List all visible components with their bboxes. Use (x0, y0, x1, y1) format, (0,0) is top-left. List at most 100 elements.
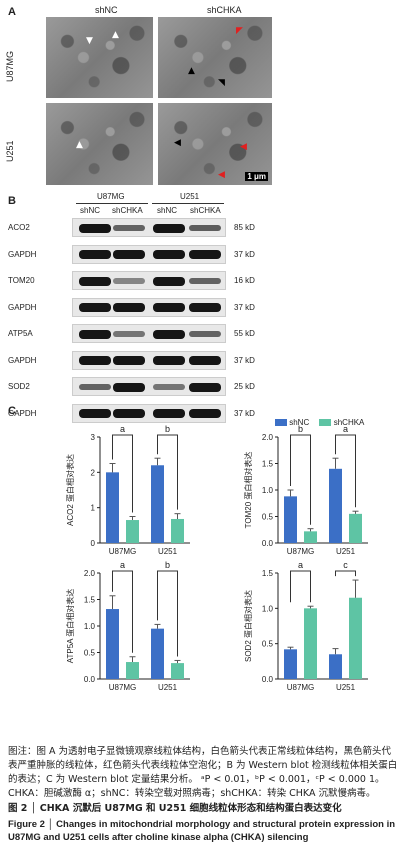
blot-band (113, 303, 145, 312)
white-arrow-icon: ▼ (86, 36, 93, 46)
y-tick-label: 1.0 (84, 622, 96, 631)
y-tick-label: 0.0 (262, 675, 274, 684)
blot-band (113, 409, 145, 418)
blot-protein-label: ACO2 (8, 223, 30, 232)
red-arrow-icon: ◀ (240, 142, 247, 152)
blot-strip (72, 350, 226, 370)
x-tick-label: U87MG (109, 683, 137, 692)
y-tick-label: 2.0 (262, 433, 274, 442)
significance-label: b (298, 425, 303, 434)
black-arrow-icon: ◀ (174, 138, 181, 148)
bar-shnc (151, 628, 164, 679)
blot-strip (72, 403, 226, 423)
blot-band (189, 382, 221, 392)
blot-band (79, 303, 111, 312)
bar-shnc (151, 465, 164, 543)
x-tick-label: U251 (336, 683, 356, 692)
blot-strip (72, 377, 226, 396)
lane-label: shNC (80, 206, 101, 215)
significance-label: b (165, 560, 170, 570)
significance-bracket (335, 570, 356, 577)
panel-b-letter: B (8, 195, 16, 207)
lane-label: shCHKA (190, 206, 221, 215)
blot-band (153, 303, 185, 312)
blot-band (113, 224, 145, 232)
bar-shchka (304, 608, 317, 679)
blot-band (153, 250, 185, 259)
blot-band (189, 330, 221, 338)
blot-band (113, 331, 145, 337)
panel-a-letter: A (8, 6, 16, 18)
bar-shnc (106, 472, 119, 543)
blot-strip (72, 218, 226, 237)
blot-kd-label: 55 kD (234, 329, 255, 338)
y-axis-label: SOD2 蛋白相对表达 (243, 590, 253, 662)
significance-label: c (343, 560, 348, 570)
significance-bracket (112, 570, 133, 653)
x-tick-label: U87MG (287, 547, 315, 556)
significance-label: a (120, 425, 125, 434)
y-tick-label: 1.5 (84, 596, 96, 605)
blot-band (189, 277, 221, 285)
blot-band (79, 223, 111, 233)
black-arrow-icon: ◥ (218, 78, 225, 88)
white-arrow-icon: ▲ (112, 30, 119, 40)
blot-band (113, 278, 145, 284)
caption-line-1: 图注：图 A 为透射电子显微镜观察线粒体结构，白色箭头代表正常线粒体结构，黑色箭… (8, 746, 398, 785)
blot-strip (72, 324, 226, 343)
significance-label: a (343, 425, 348, 434)
blot-band (153, 276, 185, 286)
red-arrow-icon: ◤ (236, 26, 243, 36)
row-label-u87mg: U87MG (5, 50, 15, 82)
blot-band (189, 409, 221, 418)
blot-band (153, 384, 185, 390)
y-tick-label: 3 (91, 433, 96, 442)
significance-bracket (112, 434, 133, 513)
y-tick-label: 0.5 (262, 640, 274, 649)
blot-band (153, 223, 185, 233)
legend-swatch-shchka (319, 419, 332, 427)
blot-band (189, 356, 221, 365)
black-arrow-icon: ▲ (188, 66, 195, 76)
figure-title-cn: 图 2 │ CHKA 沉默后 U87MG 和 U251 细胞线粒体形态和结构蛋白… (8, 803, 342, 814)
bar-shchka (171, 663, 184, 679)
blot-band (153, 329, 185, 339)
blot-band (189, 250, 221, 259)
y-tick-label: 1 (91, 504, 96, 513)
blot-kd-label: 37 kD (234, 249, 255, 259)
blot-band (189, 224, 221, 232)
legend-swatch-shnc (275, 419, 287, 427)
bar-shnc (284, 649, 297, 679)
blot-kd-label: 16 kD (234, 276, 255, 285)
blot-strip (72, 244, 226, 264)
blot-band (79, 329, 111, 339)
bar-shchka (126, 662, 139, 679)
blot-band (113, 356, 145, 365)
bar-shchka (126, 520, 139, 543)
x-tick-label: U251 (336, 547, 356, 556)
blot-strip (72, 271, 226, 290)
em-image-u251-shnc: ▲ (46, 103, 153, 185)
scale-bar: 1 μm (245, 172, 268, 181)
x-tick-label: U251 (158, 683, 178, 692)
significance-label: b (165, 425, 170, 434)
bar-shnc (106, 609, 119, 679)
blot-band (113, 382, 145, 392)
bar-shchka (171, 518, 184, 543)
legend-label-shnc: shNC (289, 418, 310, 427)
bar-shchka (349, 513, 362, 543)
y-tick-label: 0.5 (262, 513, 274, 522)
red-arrow-icon: ◀ (218, 170, 225, 180)
significance-bracket (157, 434, 178, 510)
blot-protein-label: ATP5A (8, 329, 33, 338)
group-line-u251 (152, 203, 224, 204)
blot-kd-label: 37 kD (234, 355, 255, 365)
blot-kd-label: 37 kD (234, 408, 255, 418)
blot-band (153, 356, 185, 365)
blot-protein-label: GAPDH (8, 408, 37, 418)
blot-band (79, 356, 111, 365)
blot-protein-label: SOD2 (8, 382, 30, 391)
bar-charts: 0 1 2 3 ACO2 蛋白相对表达 a U87MG b U251 0.0 0.5 1.0 1.5 2.… (65, 425, 368, 692)
caption-body: 图注：图 A 为透射电子显微镜观察线粒体结构，白色箭头代表正常线粒体结构，黑色箭… (8, 745, 400, 801)
y-tick-label: 1.5 (262, 460, 274, 469)
